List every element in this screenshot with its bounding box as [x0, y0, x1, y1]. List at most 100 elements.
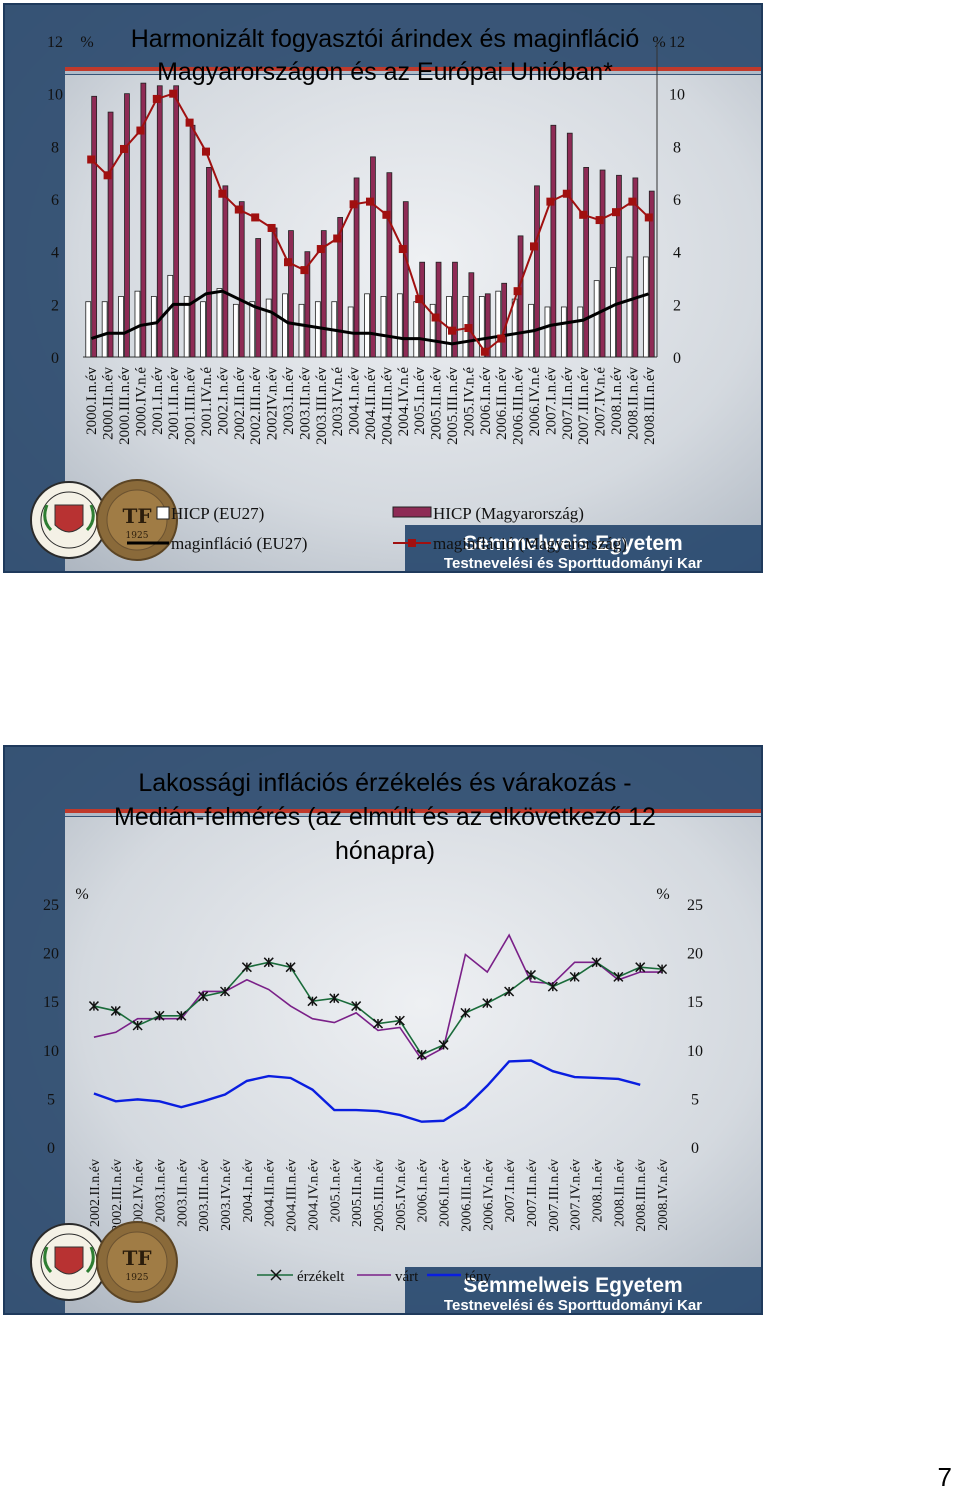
- x-tick-label: 2002.III.n.év: [110, 1159, 125, 1232]
- bar-hicp-hungary: [501, 282, 508, 358]
- marker-core-hungary: [415, 295, 424, 304]
- x-tick-label: 2002IV.n.év: [265, 367, 281, 441]
- x-tick-label: 2003.I.n.év: [281, 367, 297, 435]
- x-tick-label: 2003.II.n.év: [175, 1159, 190, 1227]
- y-tick-left: 0: [51, 350, 59, 367]
- y-tick-right: 20: [687, 946, 703, 963]
- x-tick-label: 2005.I.n.év: [412, 367, 428, 435]
- x-tick-label: 2001.I.n.év: [150, 367, 166, 435]
- bar-hicp-eu27: [642, 256, 649, 358]
- marker-perceived: [307, 996, 318, 1007]
- bar-hicp-hungary: [206, 166, 212, 358]
- bar-hicp-hungary: [173, 85, 180, 358]
- bar-hicp-eu27: [593, 280, 600, 358]
- legend-label-hicp-eu27: HICP (EU27): [171, 504, 264, 523]
- y-tick-left: 4: [51, 245, 59, 262]
- marker-perceived: [220, 986, 231, 997]
- bar-hicp-hungary: [402, 201, 409, 358]
- marker-perceived: [351, 1001, 362, 1012]
- x-tick-label: 2002.II.n.év: [232, 367, 248, 440]
- marker-perceived: [198, 991, 209, 1002]
- x-tick-label: 2006.III.n.év: [459, 1159, 474, 1232]
- x-tick-label: 2003.III.n.év: [314, 367, 330, 445]
- y-tick-left: 15: [43, 994, 59, 1011]
- tf-year: 1925: [126, 1273, 149, 1283]
- marker-core-hungary: [480, 347, 489, 356]
- legend-label-core-hungary: maginfláció (Magyarország): [433, 534, 627, 553]
- bar-hicp-hungary: [468, 272, 475, 358]
- marker-core-hungary: [579, 210, 588, 219]
- marker-perceived: [110, 1005, 121, 1016]
- bar-hicp-eu27: [265, 298, 272, 358]
- y-tick-right: 5: [691, 1091, 699, 1108]
- marker-core-hungary: [103, 171, 112, 180]
- marker-core-hungary: [218, 189, 227, 198]
- chart-title-line1: Lakossági inflációs érzékelés és várakoz…: [138, 769, 631, 797]
- tf-medallion-logo: TF 1925: [96, 479, 178, 561]
- y-tick-left: 10: [47, 87, 63, 104]
- bar-hicp-hungary: [534, 185, 540, 358]
- line-actual: [93, 1059, 641, 1123]
- x-tick-label: 2007.IV.n.é: [593, 367, 609, 437]
- bar-hicp-eu27: [560, 306, 567, 358]
- marker-perceived: [132, 1020, 143, 1031]
- bar-hicp-eu27: [167, 274, 174, 358]
- bar-hicp-hungary: [156, 85, 163, 358]
- x-tick-label: 2004.IV.n.év: [306, 1159, 321, 1231]
- bar-hicp-eu27: [413, 301, 420, 358]
- bar-hicp-hungary: [616, 174, 622, 358]
- x-tick-label: 2006.IV.n.é: [527, 367, 543, 437]
- marker-core-hungary: [284, 258, 292, 267]
- marker-perceived: [176, 1010, 187, 1021]
- x-tick-label: 2004.I.n.év: [241, 1159, 256, 1222]
- legend-marker-perceived: [270, 1269, 282, 1281]
- bar-hicp-hungary: [238, 201, 245, 358]
- page-number: 7: [937, 1462, 952, 1492]
- marker-core-hungary: [497, 334, 506, 343]
- x-tick-label: 2005.III.n.év: [445, 367, 461, 445]
- bar-hicp-hungary: [304, 251, 311, 358]
- x-tick-label: 2002.III.n.év: [248, 367, 264, 445]
- x-tick-label: 2004.III.n.év: [285, 1159, 300, 1232]
- bar-hicp-hungary: [517, 235, 524, 358]
- marker-core-hungary: [87, 155, 96, 164]
- chart-title-line3: hónapra): [335, 837, 435, 865]
- bar-hicp-hungary: [140, 82, 147, 358]
- bar-hicp-eu27: [200, 301, 206, 358]
- x-tick-label: 2002.II.n.év: [88, 1159, 103, 1227]
- university-seal-logo: [30, 1223, 108, 1301]
- y-tick-right: 0: [691, 1140, 699, 1157]
- x-tick-label: 2003.IV.n.év: [219, 1159, 234, 1231]
- legend-marker-core-hungary: [408, 539, 416, 547]
- tf-medallion-logo: TF 1925: [96, 1221, 178, 1303]
- marker-perceived: [569, 971, 580, 982]
- legend-label-expected: várt: [395, 1269, 419, 1285]
- x-tick-label: 2006.IV.n.év: [481, 1159, 496, 1231]
- bar-hicp-eu27: [150, 296, 157, 358]
- marker-core-hungary: [333, 234, 342, 243]
- header-accent-line: [65, 809, 761, 813]
- y-tick-left: 0: [47, 1140, 55, 1157]
- x-tick-label: 2003.I.n.év: [153, 1159, 168, 1222]
- bar-hicp-hungary: [353, 177, 360, 358]
- marker-perceived: [241, 962, 252, 973]
- marker-core-hungary: [628, 197, 637, 206]
- marker-perceived: [394, 1015, 405, 1026]
- bar-hicp-hungary: [550, 124, 557, 358]
- marker-core-hungary: [530, 242, 538, 251]
- marker-core-hungary: [136, 126, 145, 135]
- header-accent-line: [65, 71, 761, 74]
- x-tick-label: 2001.II.n.év: [166, 367, 182, 440]
- x-tick-label: 2007.II.n.év: [560, 367, 576, 440]
- x-tick-label: 2007.I.n.év: [543, 367, 559, 435]
- x-tick-label: 2004.III.n.év: [379, 367, 395, 445]
- marker-perceived: [504, 986, 515, 997]
- marker-core-hungary: [595, 216, 604, 225]
- marker-perceived: [372, 1018, 384, 1029]
- bar-hicp-hungary: [386, 172, 393, 358]
- legend: HICP (EU27) maginfláció (EU27) HICP (Magya…: [127, 504, 627, 553]
- x-tick-label: 2007.II.n.év: [525, 1159, 540, 1227]
- marker-core-hungary: [464, 324, 473, 333]
- y-tick-left: 20: [43, 946, 59, 963]
- y-tick-right: 15: [687, 994, 703, 1011]
